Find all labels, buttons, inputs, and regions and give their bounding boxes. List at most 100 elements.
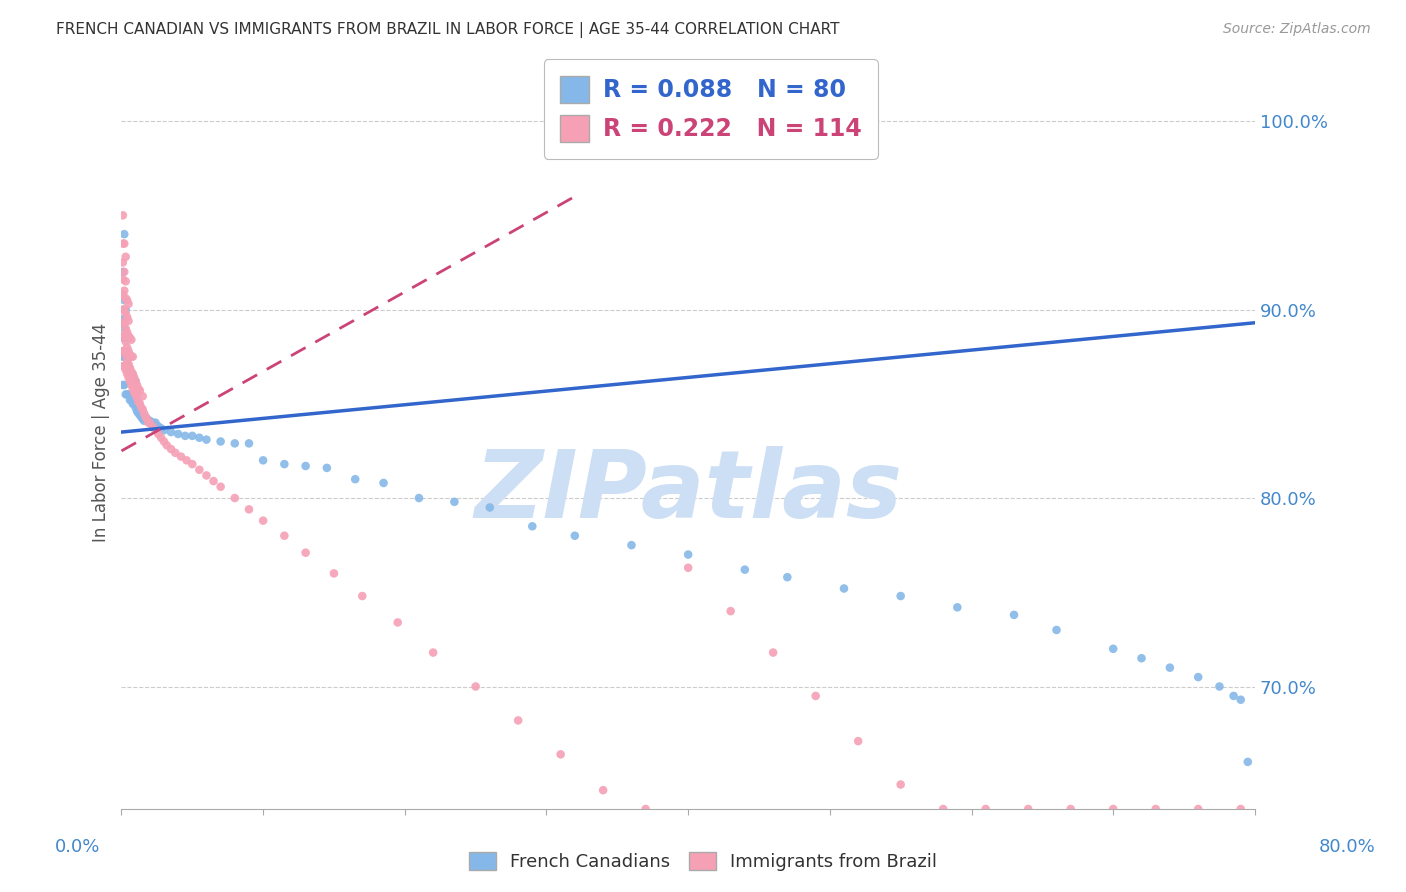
Point [153,434,176,449]
Point [114,250,136,264]
Point [344,472,367,486]
Point [1236,755,1258,769]
Point [114,331,136,345]
Point [125,391,148,405]
Point [150,431,173,445]
Point [160,425,183,439]
Y-axis label: In Labor Force | Age 35-44: In Labor Force | Age 35-44 [93,323,110,541]
Point [1159,660,1181,674]
Point [188,431,211,445]
Point [118,361,141,376]
Point [111,302,134,317]
Point [114,359,136,373]
Point [153,423,176,437]
Point [1060,802,1083,816]
Point [111,312,134,326]
Point [148,419,170,434]
Point [132,414,155,428]
Point [112,329,135,343]
Point [115,310,138,325]
Point [120,367,142,381]
Point [1144,802,1167,816]
Point [620,538,643,552]
Point [111,287,134,301]
Point [676,561,699,575]
Point [121,368,143,383]
Point [112,265,135,279]
Point [117,297,139,311]
Point [181,457,204,471]
Point [142,416,165,430]
Point [195,433,218,447]
Point [114,363,136,377]
Point [111,359,134,373]
Point [117,359,139,373]
Point [139,414,162,428]
Point [117,357,139,371]
Point [111,329,134,343]
Point [776,570,799,584]
Point [224,491,246,505]
Point [121,397,143,411]
Point [117,370,139,384]
Point [112,344,135,359]
Text: 80.0%: 80.0% [1319,838,1375,855]
Point [138,416,160,430]
Point [112,350,135,364]
Point [1187,802,1209,816]
Point [252,514,274,528]
Point [720,604,742,618]
Point [115,387,138,401]
Point [373,475,395,490]
Point [734,563,756,577]
Point [592,783,614,797]
Point [131,402,153,417]
Point [122,385,145,400]
Point [1229,802,1251,816]
Point [209,480,232,494]
Point [762,646,785,660]
Point [136,412,159,426]
Point [118,374,141,388]
Point [224,436,246,450]
Point [846,734,869,748]
Legend: R = 0.088   N = 80, R = 0.222   N = 114: R = 0.088 N = 80, R = 0.222 N = 114 [544,60,877,159]
Point [139,416,162,430]
Point [115,340,138,354]
Point [1002,607,1025,622]
Point [120,333,142,347]
Point [167,426,190,441]
Point [112,321,135,335]
Point [111,316,134,330]
Point [111,344,134,359]
Point [112,359,135,373]
Point [128,384,150,398]
Point [118,363,141,377]
Point [294,458,316,473]
Point [112,293,135,307]
Point [564,529,586,543]
Point [464,680,486,694]
Point [114,387,136,401]
Point [1045,623,1067,637]
Point [117,329,139,343]
Point [1399,802,1406,816]
Point [115,325,138,339]
Point [273,529,295,543]
Point [111,272,134,286]
Point [804,689,827,703]
Point [294,546,316,560]
Point [129,401,152,415]
Point [117,331,139,345]
Point [115,353,138,368]
Point [145,416,167,430]
Point [124,374,146,388]
Point [1222,689,1244,703]
Point [932,802,955,816]
Point [443,495,465,509]
Point [114,306,136,320]
Point [176,453,198,467]
Point [117,387,139,401]
Point [124,387,146,401]
Point [114,274,136,288]
